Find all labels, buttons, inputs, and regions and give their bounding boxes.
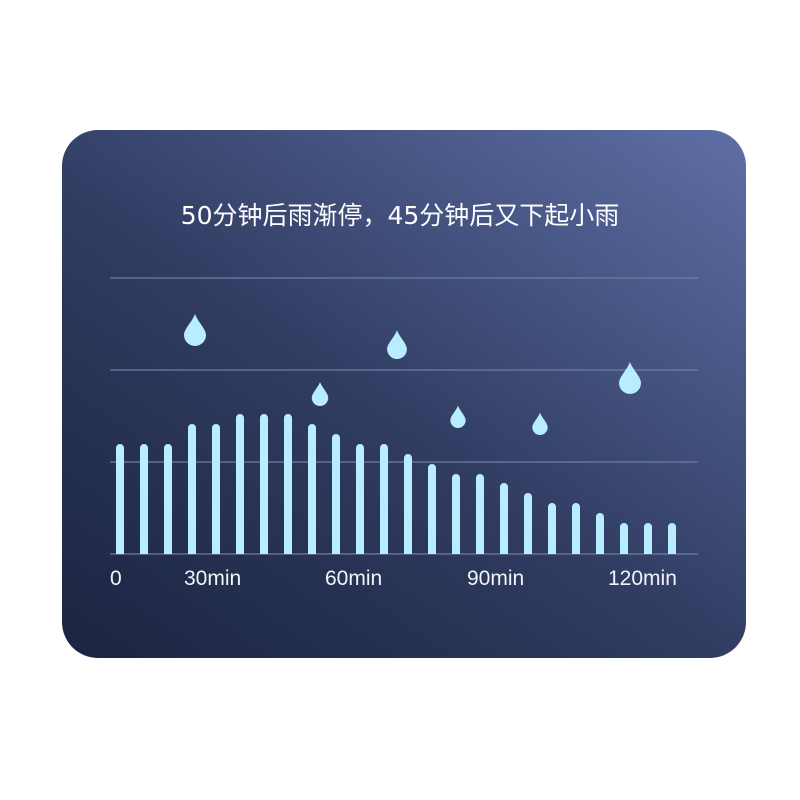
bar <box>524 493 532 554</box>
raindrop-icon <box>619 362 641 394</box>
raindrop-icon <box>387 330 407 360</box>
bar <box>500 483 508 554</box>
bar <box>596 513 604 554</box>
weather-card <box>62 130 746 658</box>
bar <box>284 414 292 554</box>
bar <box>212 424 220 554</box>
chart-title: 50分钟后雨渐停，45分钟后又下起小雨 <box>180 201 620 230</box>
bar <box>356 444 364 554</box>
bar <box>404 454 412 554</box>
bar <box>476 474 484 554</box>
bar <box>116 444 124 554</box>
bar <box>380 444 388 554</box>
bar <box>140 444 148 554</box>
x-tick-label: 30min <box>184 567 241 590</box>
bar <box>644 523 652 554</box>
bar <box>308 424 316 554</box>
raindrop-icon <box>450 405 466 428</box>
x-tick-label: 0 <box>110 567 122 590</box>
bar <box>188 424 196 554</box>
bar <box>164 444 172 554</box>
raindrop-icon <box>184 314 206 346</box>
bar <box>620 523 628 554</box>
raindrop-icon <box>311 382 329 407</box>
bar <box>428 464 436 554</box>
bar <box>452 474 460 554</box>
x-tick-label: 60min <box>325 567 382 590</box>
bar <box>332 434 340 554</box>
bar <box>548 503 556 554</box>
x-tick-label: 120min <box>608 567 677 590</box>
bar <box>572 503 580 554</box>
bar <box>260 414 268 554</box>
bar <box>236 414 244 554</box>
x-tick-label: 90min <box>467 567 524 590</box>
bar <box>668 523 676 554</box>
raindrop-icon <box>532 412 548 436</box>
